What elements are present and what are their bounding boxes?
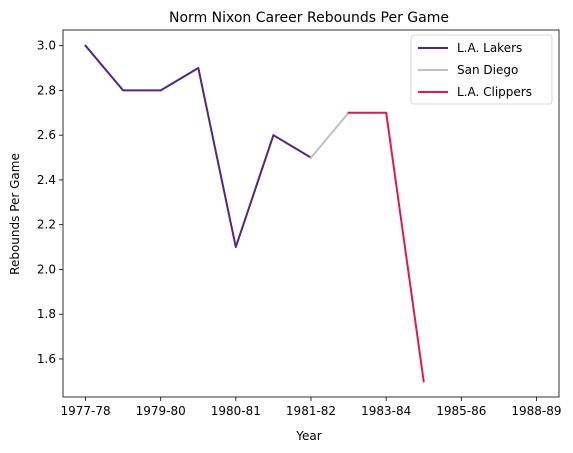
y-tick-label: 1.6 [37, 352, 56, 366]
y-tick-label: 2.4 [37, 173, 56, 187]
x-tick-label: 1981-82 [286, 404, 336, 418]
x-axis-ticks: 1977-78 1979-80 1980-81 1981-82 1983-84 1985-… [60, 397, 562, 418]
x-tick-label: 1980-81 [211, 404, 261, 418]
x-tick-label: 1983-84 [361, 404, 411, 418]
legend: L.A. Lakers San Diego L.A. Clippers [410, 34, 553, 105]
legend-label-0: L.A. Lakers [457, 41, 522, 55]
x-tick-label: 1977-78 [60, 404, 110, 418]
legend-label-2: L.A. Clippers [457, 85, 532, 99]
legend-box [410, 34, 553, 105]
series-line-2 [347, 111, 425, 383]
chart-title: Norm Nixon Career Rebounds Per Game [169, 10, 449, 26]
y-tick-label: 2.8 [37, 83, 56, 97]
x-tick-label: 1985-86 [436, 404, 486, 418]
y-tick-label: 2.0 [37, 262, 56, 276]
x-tick-label: 1988-89 [511, 404, 561, 418]
y-tick-label: 2.6 [37, 128, 56, 142]
x-axis-label: Year [295, 429, 321, 443]
y-tick-label: 3.0 [37, 39, 56, 53]
y-axis-label: Rebounds Per Game [8, 153, 22, 275]
plot-area [84, 44, 425, 383]
x-tick-label: 1979-80 [136, 404, 186, 418]
legend-label-1: San Diego [457, 63, 518, 77]
series-line-1 [309, 111, 351, 160]
y-tick-label: 2.2 [37, 218, 56, 232]
series-line-0 [84, 44, 313, 249]
y-tick-label: 1.8 [37, 307, 56, 321]
y-axis-ticks: 1.6 1.8 2.0 2.2 2.4 2.6 2.8 3.0 [37, 39, 63, 366]
